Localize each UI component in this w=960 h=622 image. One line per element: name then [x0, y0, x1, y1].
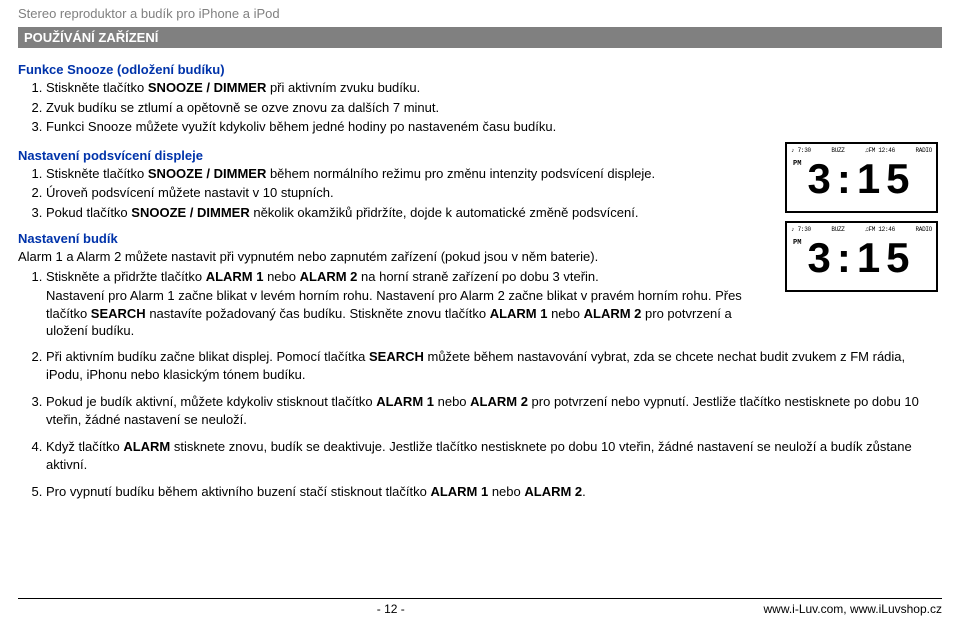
- list-item: Pro vypnutí budíku během aktivního buzen…: [46, 483, 942, 501]
- page-footer: - 12 - www.i-Luv.com, www.iLuvshop.cz: [18, 598, 942, 616]
- list-item: Úroveň podsvícení můžete nastavit v 10 s…: [46, 184, 777, 202]
- lcd-top-right: RADIO: [915, 226, 932, 233]
- alarm-item1-detail: Nastavení pro Alarm 1 začne blikat v lev…: [46, 287, 777, 340]
- snooze-heading: Funkce Snooze (odložení budíku): [18, 62, 942, 77]
- list-item: Funkci Snooze můžete využít kdykoliv běh…: [46, 118, 942, 136]
- lcd-top-c2: ♫FM 12:46: [865, 226, 895, 233]
- page-number: - 12 -: [377, 602, 405, 616]
- list-item: Zvuk budíku se ztlumí a opětovně se ozve…: [46, 99, 942, 117]
- list-item: Stiskněte tlačítko SNOOZE / DIMMER během…: [46, 165, 777, 183]
- list-item: Pokud je budík aktivní, můžete kdykoliv …: [46, 393, 942, 428]
- lcd-top-c1: BUZZ: [831, 147, 844, 154]
- list-item: Stiskněte tlačítko SNOOZE / DIMMER při a…: [46, 79, 942, 97]
- lcd-top-right: RADIO: [915, 147, 932, 154]
- list-item: Stiskněte a přidržte tlačítko ALARM 1 ne…: [46, 268, 777, 286]
- lcd-top-left: ♪ 7:30: [791, 147, 811, 154]
- alarm-intro: Alarm 1 a Alarm 2 můžete nastavit při vy…: [18, 248, 777, 266]
- footer-links: www.i-Luv.com, www.iLuvshop.cz: [763, 602, 942, 616]
- lcd-display-1: ♪ 7:30 BUZZ ♫FM 12:46 RADIO PM 3:15: [785, 142, 938, 213]
- lcd-time: 3:15: [787, 158, 936, 200]
- lcd-column: ♪ 7:30 BUZZ ♫FM 12:46 RADIO PM 3:15 ♪ 7:…: [785, 142, 942, 292]
- snooze-list: Stiskněte tlačítko SNOOZE / DIMMER při a…: [18, 79, 942, 136]
- alarm-list-top: Stiskněte a přidržte tlačítko ALARM 1 ne…: [18, 268, 777, 286]
- lcd-top-left: ♪ 7:30: [791, 226, 811, 233]
- list-item: Když tlačítko ALARM stisknete znovu, bud…: [46, 438, 942, 473]
- alarm-heading: Nastavení budík: [18, 231, 777, 246]
- lcd-time: 3:15: [787, 237, 936, 279]
- section-heading: POUŽÍVÁNÍ ZAŘÍZENÍ: [18, 27, 942, 48]
- lcd-display-2: ♪ 7:30 BUZZ ♫FM 12:46 RADIO PM 3:15: [785, 221, 938, 292]
- alarm-list-rest: Při aktivním budíku začne blikat displej…: [18, 348, 942, 501]
- backlight-list: Stiskněte tlačítko SNOOZE / DIMMER během…: [18, 165, 777, 222]
- device-title: Stereo reproduktor a budík pro iPhone a …: [18, 6, 942, 21]
- list-item: Pokud tlačítko SNOOZE / DIMMER několik o…: [46, 204, 777, 222]
- lcd-top-c1: BUZZ: [831, 226, 844, 233]
- list-item: Při aktivním budíku začne blikat displej…: [46, 348, 942, 383]
- backlight-heading: Nastavení podsvícení displeje: [18, 148, 777, 163]
- lcd-top-c2: ♫FM 12:46: [865, 147, 895, 154]
